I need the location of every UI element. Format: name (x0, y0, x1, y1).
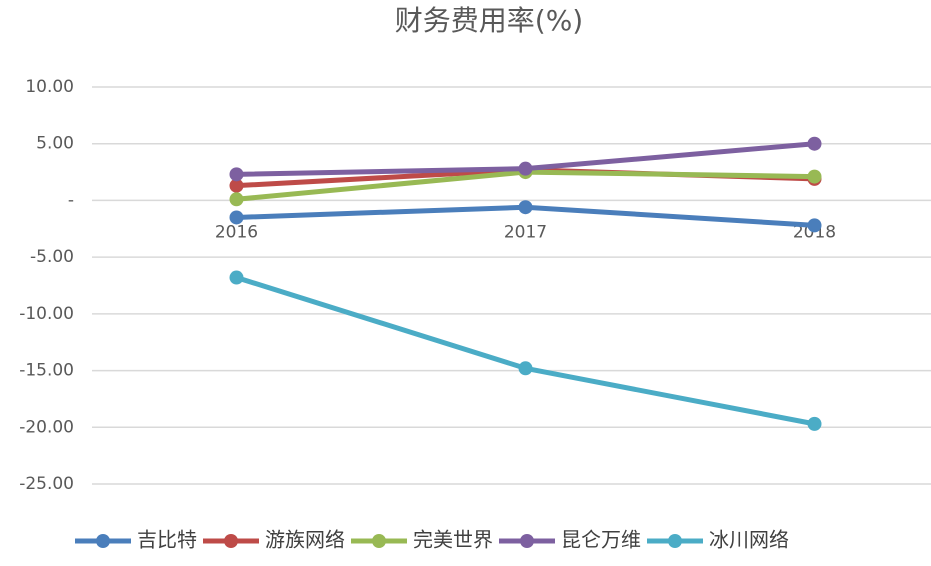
y-tick-label: 5.00 (36, 134, 74, 154)
legend-marker (224, 534, 238, 548)
point (229, 270, 244, 285)
y-tick-label: -20.00 (19, 417, 74, 437)
legend-marker (520, 534, 534, 548)
chart-title: 财务费用率(%) (395, 4, 583, 37)
line (235, 275, 815, 427)
point (807, 218, 822, 233)
legend-label: 完美世界 (413, 528, 493, 552)
y-tick-label: -25.00 (19, 474, 74, 494)
x-tick-label: 2018 (793, 222, 836, 242)
legend-label: 昆仑万维 (561, 528, 641, 552)
point (518, 200, 533, 215)
point (807, 136, 822, 151)
point (229, 167, 244, 182)
legend-marker (372, 534, 386, 548)
legend-label: 冰川网络 (709, 528, 789, 552)
y-tick-label: 10.00 (25, 77, 74, 97)
y-tick-label: -15.00 (19, 361, 74, 381)
legend-label: 吉比特 (137, 528, 197, 552)
point (229, 178, 244, 193)
legend-label: 游族网络 (265, 528, 345, 552)
point (229, 192, 244, 207)
y-tick-label: -10.00 (19, 304, 74, 324)
point (518, 361, 533, 376)
y-tick-label: - (68, 190, 74, 210)
legend-marker (668, 534, 682, 548)
legend-marker (96, 534, 110, 548)
point (518, 161, 533, 176)
point (229, 210, 244, 225)
x-tick-label: 2016 (215, 222, 258, 242)
point (807, 169, 822, 184)
x-tick-label: 2017 (504, 222, 547, 242)
point (807, 416, 822, 431)
y-tick-label: -5.00 (30, 247, 74, 267)
